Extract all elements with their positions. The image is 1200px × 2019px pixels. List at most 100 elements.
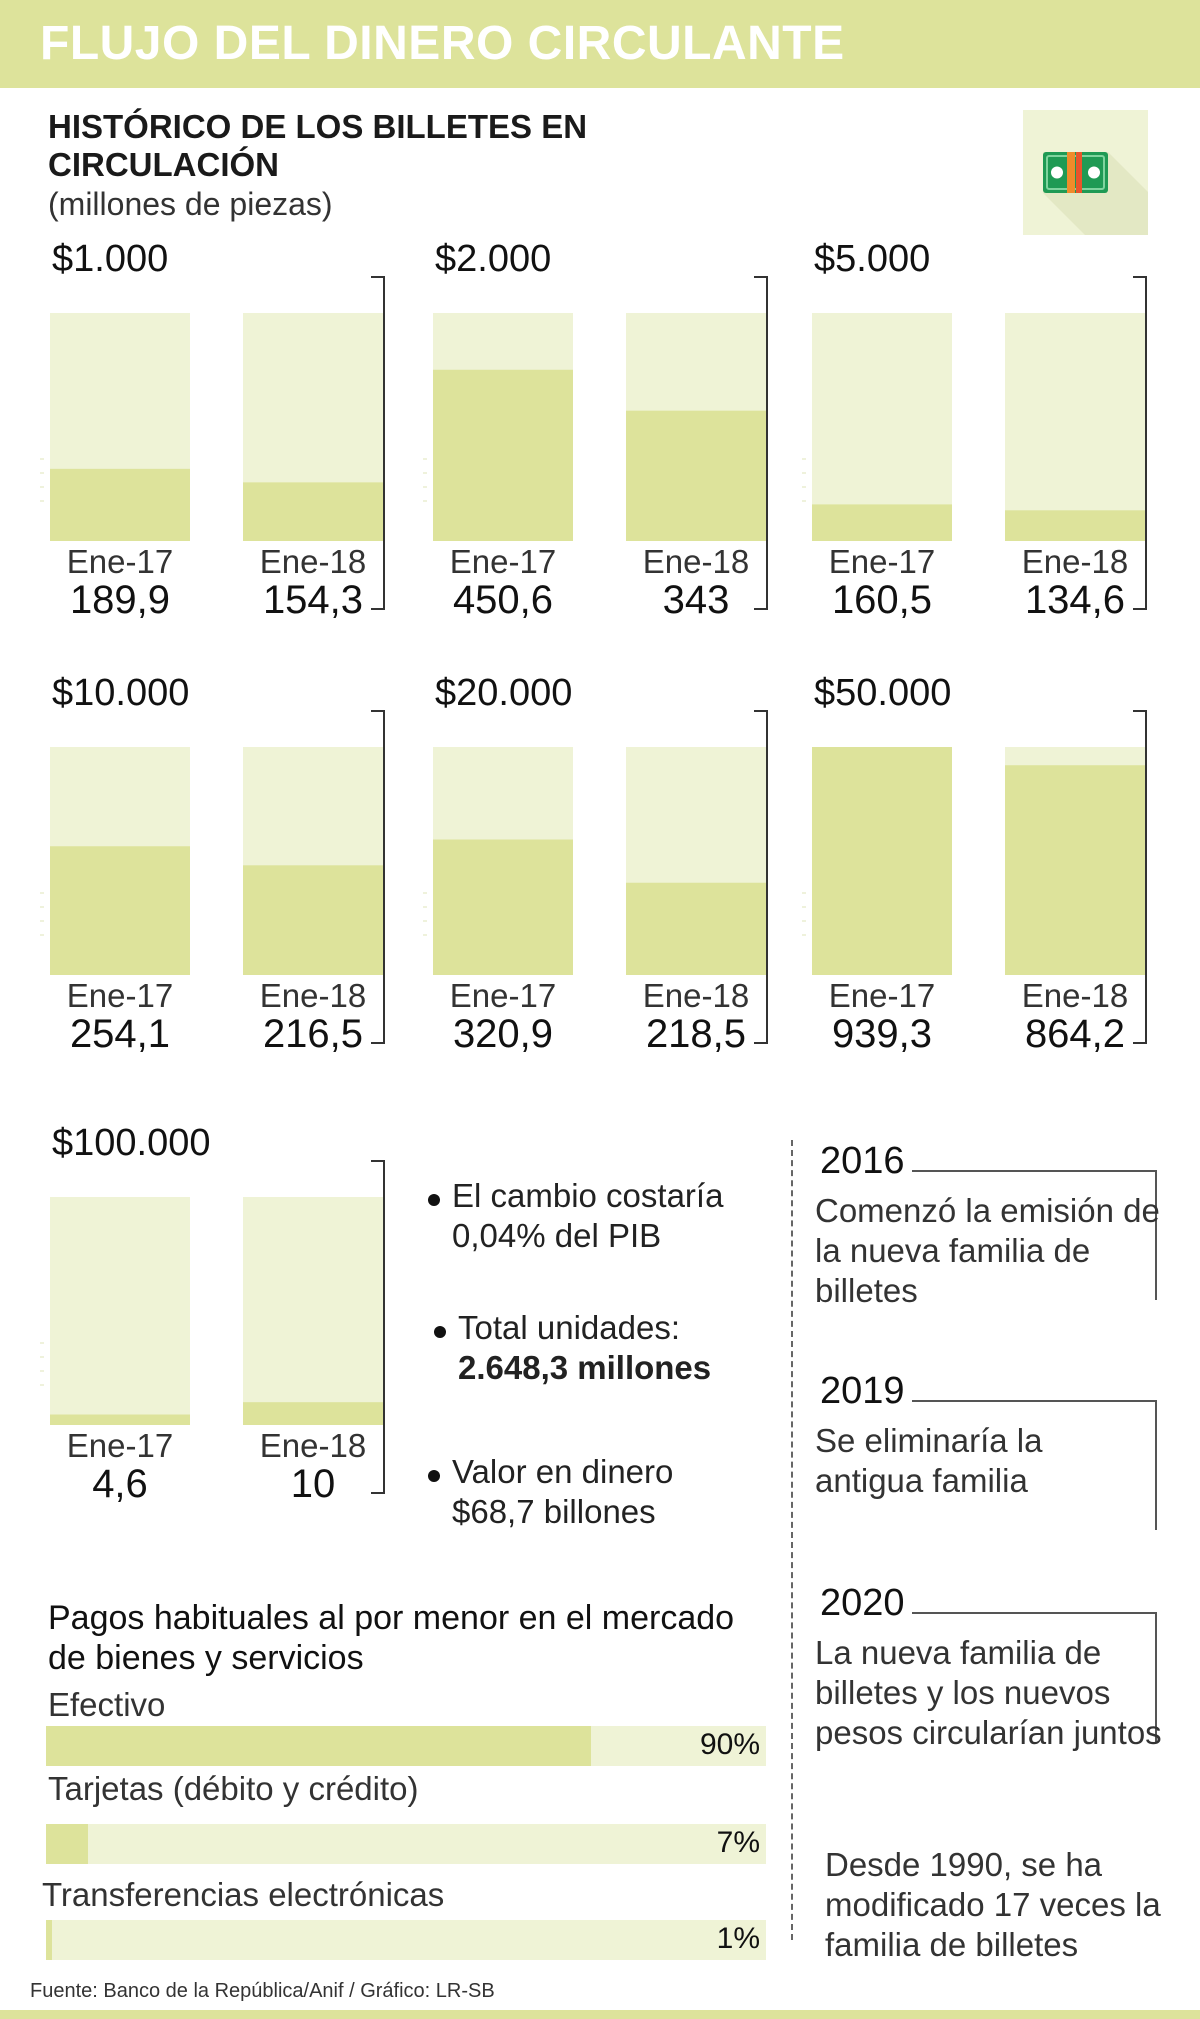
banknote-icon-box <box>1023 110 1148 235</box>
value-label: 4,6 <box>92 1462 148 1506</box>
chart-title: $1.000 <box>52 238 169 280</box>
bar-background <box>1005 313 1145 541</box>
bar-ene-17 <box>50 468 190 541</box>
chart-panel: $10.000 Ene-17 254,1 Ene-18 216,5 <box>40 672 385 1056</box>
banknote-icon <box>1043 152 1148 235</box>
bar-ene-18 <box>1005 510 1145 541</box>
timeline-year: 2019 <box>820 1370 905 1412</box>
bar-background <box>812 313 952 541</box>
bar-ene-17 <box>812 747 952 975</box>
category-label: Ene-17 <box>828 543 936 580</box>
value-label: 343 <box>662 578 730 622</box>
payments-title: Pagos habituales al por menor en el merc… <box>48 1599 735 1677</box>
category-label: Ene-17 <box>66 1427 174 1464</box>
bar-chart <box>423 313 766 541</box>
value-label: 189,9 <box>69 578 171 622</box>
chart-title: $50.000 <box>814 672 952 714</box>
timeline-rule <box>912 1400 1157 1402</box>
fact-value-line2: $68,7 billones <box>452 1493 656 1530</box>
chart-panel: $1.000 Ene-17 189,9 Ene-18 154,3 <box>40 238 385 622</box>
bar-ene-18 <box>243 1402 383 1425</box>
value-label: 320,9 <box>452 1012 554 1056</box>
fact-cost: El cambio costaría 0,04% del PIB <box>452 1176 723 1256</box>
bar-ene-18 <box>243 482 383 541</box>
value-label: 450,6 <box>452 578 554 622</box>
panel-frame <box>754 710 768 1044</box>
category-label: Ene-17 <box>66 543 174 580</box>
fact-value: Valor en dinero $68,7 billones <box>452 1452 673 1532</box>
payment-value: 7% <box>716 1826 760 1859</box>
category-label: Ene-17 <box>66 977 174 1014</box>
timeline-rule <box>1155 1612 1157 1742</box>
bar-ene-18 <box>626 882 766 975</box>
chart-title: $100.000 <box>52 1122 211 1164</box>
payment-bar-track: 7% <box>46 1824 766 1864</box>
category-label: Ene-17 <box>828 977 936 1014</box>
header-banner: FLUJO DEL DINERO CIRCULANTE <box>0 0 1200 88</box>
payment-bar-fill <box>46 1824 89 1864</box>
panel-frame <box>371 1160 385 1494</box>
payment-value: 1% <box>716 1922 760 1955</box>
fact-cost-line2: 0,04% del PIB <box>452 1217 662 1254</box>
bar-chart <box>802 747 1145 975</box>
payment-bar-fill <box>46 1920 53 1960</box>
timeline-rule <box>1155 1170 1157 1300</box>
payment-label: Transferencias electrónicas <box>42 1876 445 1913</box>
payment-value: 90% <box>699 1728 760 1761</box>
payment-bar-track: 1% <box>46 1920 766 1960</box>
bar-background <box>50 1197 190 1425</box>
timeline-rule <box>912 1612 1157 1614</box>
chart-unit-label: (millones de piezas) <box>48 186 333 222</box>
fact-bullet-dot <box>428 1470 440 1482</box>
panel-frame <box>1133 276 1147 610</box>
chart-title: $20.000 <box>435 672 573 714</box>
bar-ene-17 <box>433 369 573 541</box>
category-label: Ene-18 <box>1021 977 1129 1014</box>
footer-bar <box>0 2010 1200 2019</box>
fact-units-line1: Total unidades: <box>458 1309 680 1346</box>
timeline-year: 2016 <box>820 1140 905 1182</box>
payment-label: Tarjetas (débito y crédito) <box>48 1770 419 1807</box>
category-label: Ene-18 <box>259 977 367 1014</box>
bar-ene-17 <box>50 846 190 975</box>
panel-frame <box>1133 710 1147 1044</box>
bar-chart <box>40 747 383 975</box>
timeline-rule <box>912 1170 1157 1172</box>
panel-frame <box>754 276 768 610</box>
source-credit: Fuente: Banco de la República/Anif / Grá… <box>30 1980 495 2002</box>
timeline-rule <box>1155 1400 1157 1530</box>
chart-title: $5.000 <box>814 238 931 280</box>
value-label: 216,5 <box>262 1012 364 1056</box>
chart-panel: $5.000 Ene-17 160,5 Ene-18 134,6 <box>802 238 1147 622</box>
timeline-note: Desde 1990, se ha modificado 17 veces la… <box>825 1846 1161 1963</box>
chart-title: $10.000 <box>52 672 190 714</box>
timeline-year: 2020 <box>820 1582 905 1624</box>
chart-panel: $50.000 Ene-17 939,3 Ene-18 864,2 <box>802 672 1147 1056</box>
bar-chart <box>423 747 766 975</box>
fact-bullet-dot <box>428 1194 440 1206</box>
bar-ene-17 <box>812 504 952 541</box>
fact-bullet-dot <box>434 1326 446 1338</box>
bar-ene-18 <box>243 865 383 975</box>
bar-ene-18 <box>626 410 766 541</box>
category-label: Ene-18 <box>642 543 750 580</box>
page-title: FLUJO DEL DINERO CIRCULANTE <box>40 17 845 70</box>
value-label: 134,6 <box>1024 578 1126 622</box>
panel-frame <box>371 710 385 1044</box>
category-label: Ene-17 <box>449 543 557 580</box>
value-label: 218,5 <box>645 1012 747 1056</box>
panel-frame <box>371 276 385 610</box>
bar-ene-18 <box>1005 765 1145 975</box>
category-label: Ene-18 <box>1021 543 1129 580</box>
timeline-text: La nueva familia de billetes y los nuevo… <box>815 1634 1162 1751</box>
timeline-text: Se eliminaría la antigua familia <box>815 1422 1043 1499</box>
chart-title: $2.000 <box>435 238 552 280</box>
value-label: 160,5 <box>831 578 933 622</box>
bar-chart <box>40 1197 383 1425</box>
chart-panel: $100.000 Ene-17 4,6 Ene-18 10 <box>40 1122 385 1506</box>
bar-ene-17 <box>50 1414 190 1425</box>
fact-value-line1: Valor en dinero <box>452 1453 674 1490</box>
category-label: Ene-17 <box>449 977 557 1014</box>
category-label: Ene-18 <box>259 543 367 580</box>
chart-panel: $20.000 Ene-17 320,9 Ene-18 218,5 <box>423 672 768 1056</box>
